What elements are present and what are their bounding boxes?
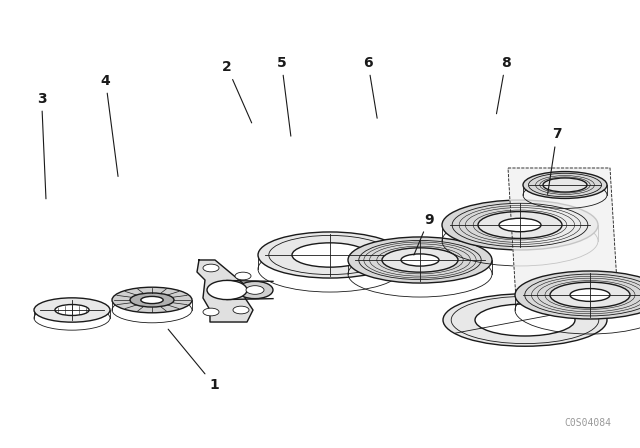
Ellipse shape [348,237,492,283]
Ellipse shape [543,178,587,192]
Ellipse shape [550,282,630,308]
Text: 8: 8 [497,56,511,114]
Polygon shape [197,260,253,322]
Ellipse shape [478,211,562,238]
Ellipse shape [523,172,607,198]
Text: 4: 4 [100,73,118,177]
Ellipse shape [382,248,458,272]
Ellipse shape [207,280,247,300]
Text: 1: 1 [168,329,220,392]
Text: 2: 2 [222,60,252,123]
Text: 3: 3 [36,91,47,199]
Ellipse shape [235,272,251,280]
Text: C0S04084: C0S04084 [564,418,611,428]
Ellipse shape [442,200,598,250]
Text: 6: 6 [363,56,377,118]
Ellipse shape [475,304,575,336]
Text: 9: 9 [414,212,434,255]
Ellipse shape [515,271,640,319]
Ellipse shape [258,232,402,278]
Text: 5: 5 [276,56,291,136]
Ellipse shape [570,289,610,302]
Ellipse shape [443,294,607,346]
Ellipse shape [246,286,264,294]
Text: 7: 7 [548,127,562,194]
Ellipse shape [130,293,174,307]
Polygon shape [508,168,618,300]
Ellipse shape [203,308,219,316]
Ellipse shape [292,243,368,267]
Ellipse shape [237,281,273,299]
Ellipse shape [112,287,192,313]
Ellipse shape [141,297,163,304]
Ellipse shape [499,218,541,232]
Ellipse shape [233,306,249,314]
Ellipse shape [34,298,110,322]
Ellipse shape [203,264,219,272]
Ellipse shape [55,305,89,315]
Ellipse shape [401,254,439,266]
